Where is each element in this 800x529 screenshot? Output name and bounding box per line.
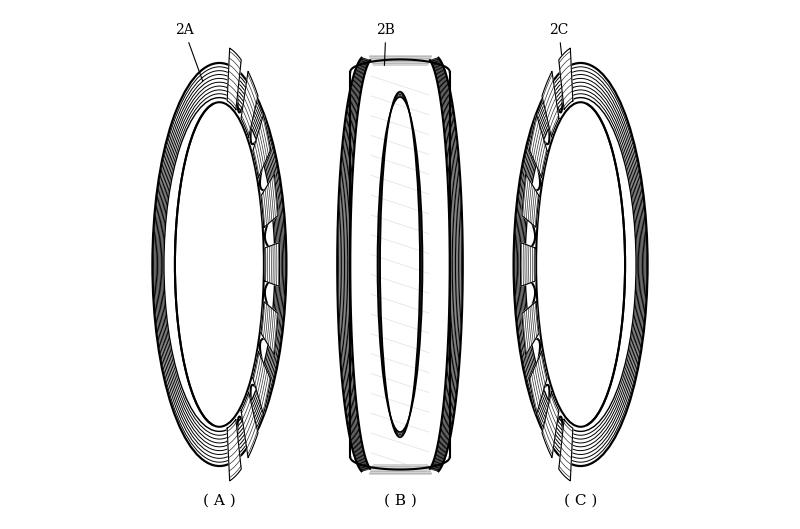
Polygon shape <box>522 302 539 355</box>
Ellipse shape <box>514 63 647 466</box>
Ellipse shape <box>153 63 286 466</box>
Polygon shape <box>522 174 539 227</box>
Polygon shape <box>241 392 258 458</box>
Polygon shape <box>530 351 547 414</box>
Text: 2A: 2A <box>175 23 202 81</box>
Text: ( B ): ( B ) <box>383 494 417 508</box>
Polygon shape <box>558 419 573 481</box>
Polygon shape <box>227 48 242 110</box>
Polygon shape <box>261 174 278 227</box>
Polygon shape <box>542 71 559 137</box>
Text: 2B: 2B <box>377 23 395 66</box>
Ellipse shape <box>175 102 264 427</box>
Polygon shape <box>227 419 242 481</box>
Polygon shape <box>542 392 559 458</box>
Text: ( C ): ( C ) <box>564 494 598 508</box>
Polygon shape <box>241 71 258 137</box>
Polygon shape <box>253 115 270 178</box>
Text: 2C: 2C <box>549 23 569 81</box>
Text: ( A ): ( A ) <box>203 494 236 508</box>
Polygon shape <box>558 48 573 110</box>
Polygon shape <box>520 243 535 286</box>
Ellipse shape <box>536 102 625 427</box>
Polygon shape <box>253 351 270 414</box>
Polygon shape <box>265 243 280 286</box>
Polygon shape <box>530 115 547 178</box>
Polygon shape <box>261 302 278 355</box>
